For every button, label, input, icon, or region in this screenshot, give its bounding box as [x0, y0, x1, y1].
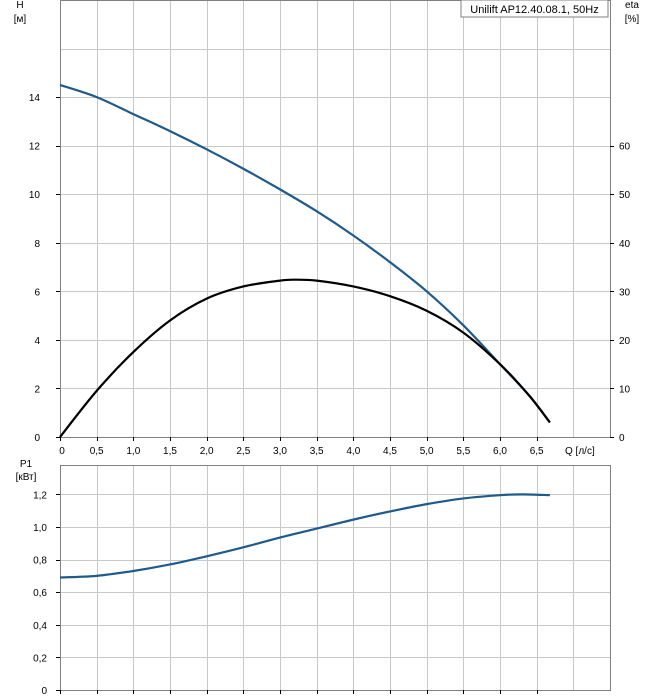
- y-tick-label-power: 0: [41, 686, 47, 697]
- y-tick-label-power: 0,2: [33, 653, 47, 664]
- legend: Unilift AP12.40.08.1, 50Hz: [460, 0, 609, 18]
- x-tick-label: 2,5: [236, 446, 250, 457]
- x-tick-label: 5,0: [420, 446, 434, 457]
- y-tick-label-power: 0,8: [33, 556, 47, 567]
- y-tick-label-power: 0,4: [33, 621, 47, 632]
- y-axis-label-power: P1: [20, 459, 33, 470]
- y-tick-label-left: 0: [34, 433, 40, 444]
- bottom-chart-series: [59, 493, 550, 579]
- efficiency-curve: [59, 278, 551, 438]
- y-tick-label-left: 10: [29, 190, 41, 201]
- x-tick-label: 0: [59, 446, 65, 457]
- y-tick-label-left: 6: [34, 287, 40, 298]
- top-chart-series: [59, 83, 551, 438]
- y-tick-label-power: 1,0: [33, 523, 47, 534]
- y-tick-label-right: 30: [619, 287, 631, 298]
- top-chart-axes: 0 2 4 6 8 10 12 14 0 10 20 30 40 50 60 0 0,5 1,0 1,5 2,0 2,5…: [29, 0, 631, 457]
- x-tick-label: 3,5: [310, 446, 324, 457]
- y-tick-label-left: 14: [29, 93, 41, 104]
- power-curve: [59, 493, 550, 579]
- y-tick-label-left: 4: [34, 336, 40, 347]
- x-tick-label: 3,0: [273, 446, 287, 457]
- y-tick-label-right: 0: [619, 433, 625, 444]
- x-tick-label: 5,5: [456, 446, 470, 457]
- top-chart-grid: [60, 0, 611, 438]
- bottom-chart-grid: [60, 465, 611, 691]
- y-tick-label-right: 10: [619, 384, 631, 395]
- y-axis-unit-power: [кВт]: [16, 472, 37, 483]
- x-tick-label: 0,5: [90, 446, 104, 457]
- y-tick-label-power: 0,6: [33, 588, 47, 599]
- y-tick-label-left: 12: [29, 142, 41, 153]
- x-tick-label: 6,5: [530, 446, 544, 457]
- top-plot-frame: [60, 0, 611, 438]
- y-tick-label-right: 50: [619, 190, 631, 201]
- y-axis-unit-head: [м]: [14, 14, 27, 25]
- x-tick-label: 6,0: [493, 446, 507, 457]
- bottom-chart-axes: 0 0,2 0,4 0,6 0,8 1,0 1,2: [33, 465, 611, 697]
- x-tick-label: 2,0: [200, 446, 214, 457]
- x-tick-label: 4,5: [383, 446, 397, 457]
- x-tick-label: 4,0: [346, 446, 360, 457]
- x-axis-label-q: Q [л/с]: [565, 446, 595, 457]
- legend-text: Unilift AP12.40.08.1, 50Hz: [470, 4, 598, 16]
- x-tick-label: 1,5: [163, 446, 177, 457]
- axis-labels: H [м] eta [%] Q [л/с] P1 [кВт]: [14, 0, 640, 483]
- x-tick-label: 1,0: [126, 446, 140, 457]
- legend-box: [460, 0, 609, 18]
- y-tick-label-right: 40: [619, 239, 631, 250]
- y-tick-label-left: 2: [34, 384, 40, 395]
- y-tick-label-power: 1,2: [33, 490, 47, 501]
- y-tick-label-left: 8: [34, 239, 40, 250]
- y-tick-label-right: 20: [619, 336, 631, 347]
- y-tick-label-right: 60: [619, 142, 631, 153]
- y-axis-label-head: H: [16, 0, 23, 11]
- y-axis-unit-eta: [%]: [625, 14, 640, 25]
- bottom-plot-frame: [60, 465, 611, 691]
- y-axis-label-eta: eta: [625, 0, 639, 11]
